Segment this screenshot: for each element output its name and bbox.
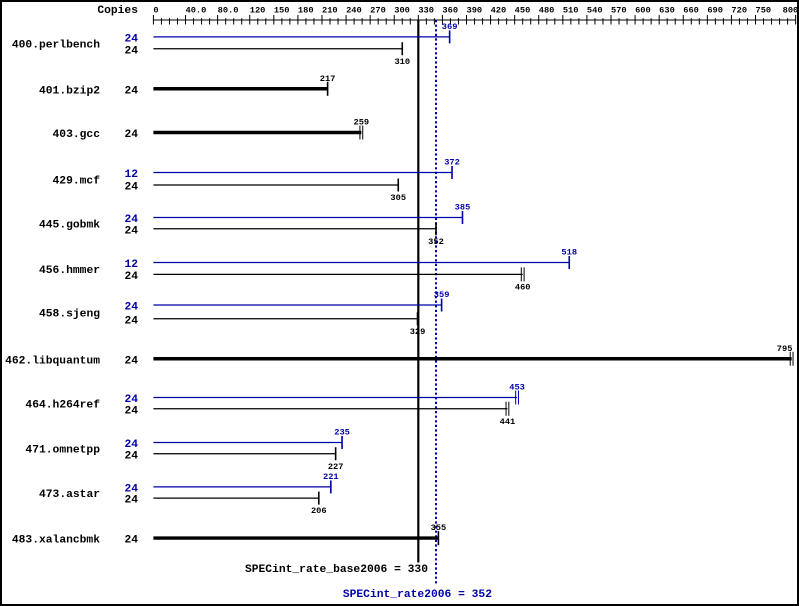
svg-text:310: 310 bbox=[394, 57, 410, 67]
svg-text:24: 24 bbox=[124, 302, 138, 314]
svg-text:235: 235 bbox=[334, 428, 350, 438]
svg-text:24: 24 bbox=[124, 394, 138, 406]
svg-text:12: 12 bbox=[124, 169, 138, 181]
svg-text:330: 330 bbox=[418, 6, 434, 16]
svg-text:24: 24 bbox=[124, 85, 138, 97]
svg-text:24: 24 bbox=[124, 182, 138, 194]
svg-text:359: 359 bbox=[434, 290, 450, 300]
svg-text:24: 24 bbox=[124, 439, 138, 451]
svg-text:360: 360 bbox=[442, 6, 458, 16]
svg-text:12: 12 bbox=[124, 259, 138, 271]
svg-text:24: 24 bbox=[124, 225, 138, 237]
svg-text:24: 24 bbox=[124, 271, 138, 283]
svg-text:518: 518 bbox=[561, 248, 577, 258]
svg-text:471.omnetpp: 471.omnetpp bbox=[25, 445, 100, 457]
svg-text:24: 24 bbox=[124, 45, 138, 57]
svg-text:24: 24 bbox=[124, 483, 138, 495]
svg-text:429.mcf: 429.mcf bbox=[53, 175, 101, 187]
svg-text:450: 450 bbox=[515, 6, 531, 16]
svg-text:630: 630 bbox=[659, 6, 675, 16]
svg-text:217: 217 bbox=[320, 74, 336, 84]
svg-text:80.0: 80.0 bbox=[218, 6, 239, 16]
svg-text:369: 369 bbox=[442, 22, 458, 32]
svg-text:462.libquantum: 462.libquantum bbox=[5, 355, 100, 367]
svg-text:180: 180 bbox=[298, 6, 314, 16]
svg-text:270: 270 bbox=[370, 6, 386, 16]
svg-text:24: 24 bbox=[124, 405, 138, 417]
svg-text:240: 240 bbox=[346, 6, 362, 16]
svg-text:329: 329 bbox=[410, 327, 426, 337]
svg-text:750: 750 bbox=[756, 6, 772, 16]
svg-text:445.gobmk: 445.gobmk bbox=[39, 220, 100, 232]
svg-text:795: 795 bbox=[777, 344, 793, 354]
svg-text:540: 540 bbox=[587, 6, 603, 16]
svg-text:464.h264ref: 464.h264ref bbox=[25, 400, 100, 412]
svg-text:300: 300 bbox=[394, 6, 410, 16]
svg-text:24: 24 bbox=[124, 214, 138, 226]
svg-text:24: 24 bbox=[124, 355, 138, 367]
svg-text:473.astar: 473.astar bbox=[39, 489, 100, 501]
svg-text:24: 24 bbox=[124, 129, 138, 141]
svg-text:441: 441 bbox=[500, 417, 516, 427]
svg-text:210: 210 bbox=[322, 6, 338, 16]
svg-text:0: 0 bbox=[153, 6, 158, 16]
svg-text:24: 24 bbox=[124, 315, 138, 327]
svg-text:352: 352 bbox=[428, 237, 444, 247]
svg-text:600: 600 bbox=[635, 6, 651, 16]
svg-text:690: 690 bbox=[707, 6, 723, 16]
svg-text:305: 305 bbox=[390, 193, 406, 203]
svg-text:660: 660 bbox=[683, 6, 699, 16]
svg-text:456.hmmer: 456.hmmer bbox=[39, 265, 100, 277]
svg-text:390: 390 bbox=[466, 6, 482, 16]
svg-text:206: 206 bbox=[311, 506, 327, 516]
svg-text:453: 453 bbox=[509, 383, 525, 393]
svg-text:800: 800 bbox=[783, 6, 799, 16]
svg-text:483.xalancbmk: 483.xalancbmk bbox=[12, 535, 100, 547]
svg-text:150: 150 bbox=[274, 6, 290, 16]
svg-text:24: 24 bbox=[124, 495, 138, 507]
svg-text:401.bzip2: 401.bzip2 bbox=[39, 85, 100, 97]
svg-text:221: 221 bbox=[323, 472, 339, 482]
svg-text:458.sjeng: 458.sjeng bbox=[39, 308, 100, 320]
svg-text:510: 510 bbox=[563, 6, 579, 16]
svg-text:227: 227 bbox=[328, 462, 344, 472]
svg-text:SPECint_rate2006 = 352: SPECint_rate2006 = 352 bbox=[343, 589, 492, 601]
svg-text:SPECint_rate_base2006 = 330: SPECint_rate_base2006 = 330 bbox=[245, 564, 428, 576]
svg-text:720: 720 bbox=[731, 6, 747, 16]
svg-text:460: 460 bbox=[515, 282, 531, 292]
svg-text:385: 385 bbox=[455, 203, 471, 213]
svg-text:372: 372 bbox=[444, 158, 460, 168]
svg-text:480: 480 bbox=[539, 6, 555, 16]
svg-text:403.gcc: 403.gcc bbox=[53, 129, 101, 141]
svg-text:570: 570 bbox=[611, 6, 627, 16]
svg-text:Copies: Copies bbox=[97, 5, 138, 17]
svg-text:24: 24 bbox=[124, 535, 138, 547]
svg-text:24: 24 bbox=[124, 450, 138, 462]
svg-text:24: 24 bbox=[124, 33, 138, 45]
svg-text:400.perlbench: 400.perlbench bbox=[12, 39, 100, 51]
svg-text:259: 259 bbox=[354, 118, 370, 128]
svg-text:40.0: 40.0 bbox=[186, 6, 207, 16]
svg-text:420: 420 bbox=[491, 6, 507, 16]
svg-text:355: 355 bbox=[431, 523, 447, 533]
svg-text:120: 120 bbox=[250, 6, 266, 16]
